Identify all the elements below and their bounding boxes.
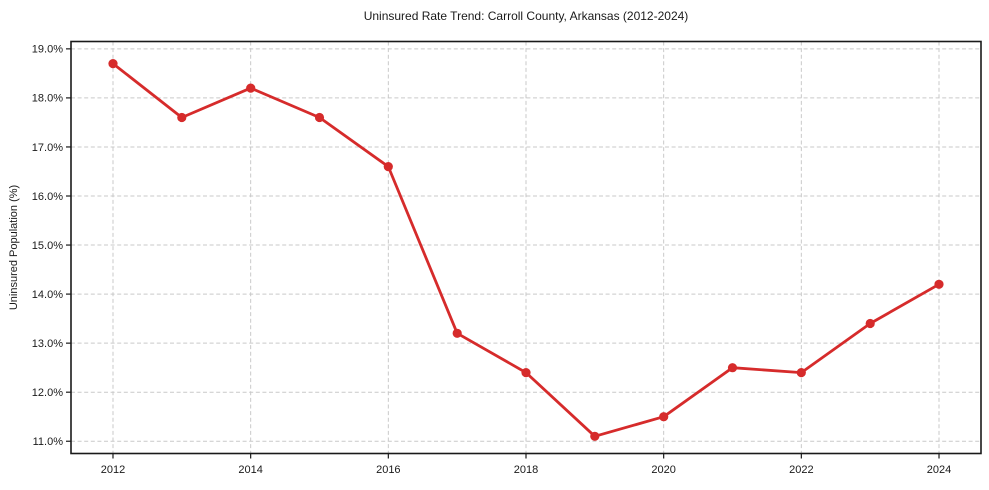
data-point-2016 [383, 162, 393, 172]
x-tick-label: 2024 [927, 464, 951, 476]
data-point-2020 [659, 412, 669, 422]
x-tick-label: 2018 [514, 464, 538, 476]
x-tick-label: 2012 [101, 464, 125, 476]
data-point-2014 [246, 83, 256, 93]
y-tick-label: 18.0% [32, 93, 63, 105]
x-tick-label: 2020 [651, 464, 675, 476]
x-tick-label: 2014 [238, 464, 262, 476]
y-tick-label: 19.0% [32, 44, 63, 56]
y-axis-label: Uninsured Population (%) [8, 185, 20, 310]
axis-ticks [66, 48, 940, 459]
data-point-2012 [108, 59, 118, 69]
y-tick-label: 17.0% [32, 142, 63, 154]
data-point-2024 [934, 279, 944, 289]
chart-title: Uninsured Rate Trend: Carroll County, Ar… [364, 9, 689, 23]
y-tick-label: 14.0% [32, 289, 63, 301]
data-point-2023 [865, 318, 875, 329]
y-tick-label: 15.0% [32, 240, 63, 252]
y-tick-label: 13.0% [32, 338, 63, 350]
data-point-2013 [177, 112, 187, 123]
gridlines [71, 41, 981, 454]
data-point-2015 [314, 112, 325, 123]
y-tick-label: 16.0% [32, 191, 63, 203]
axis-tick-labels: 11.0% 12.0% 13.0% 14.0% 15.0% 16.0% 17.0% 18.0%… [32, 44, 951, 476]
plot-frame [70, 40, 982, 455]
data-point-2018 [521, 368, 531, 378]
y-tick-label: 12.0% [32, 387, 63, 399]
data-point-2022 [796, 368, 806, 378]
data-point-2019 [590, 431, 600, 441]
data-point-2021 [727, 363, 738, 373]
x-tick-label: 2022 [789, 464, 813, 476]
y-tick-label: 11.0% [33, 436, 64, 448]
data-series [108, 59, 944, 441]
x-tick-label: 2016 [376, 464, 400, 476]
data-point-2017 [452, 328, 462, 338]
